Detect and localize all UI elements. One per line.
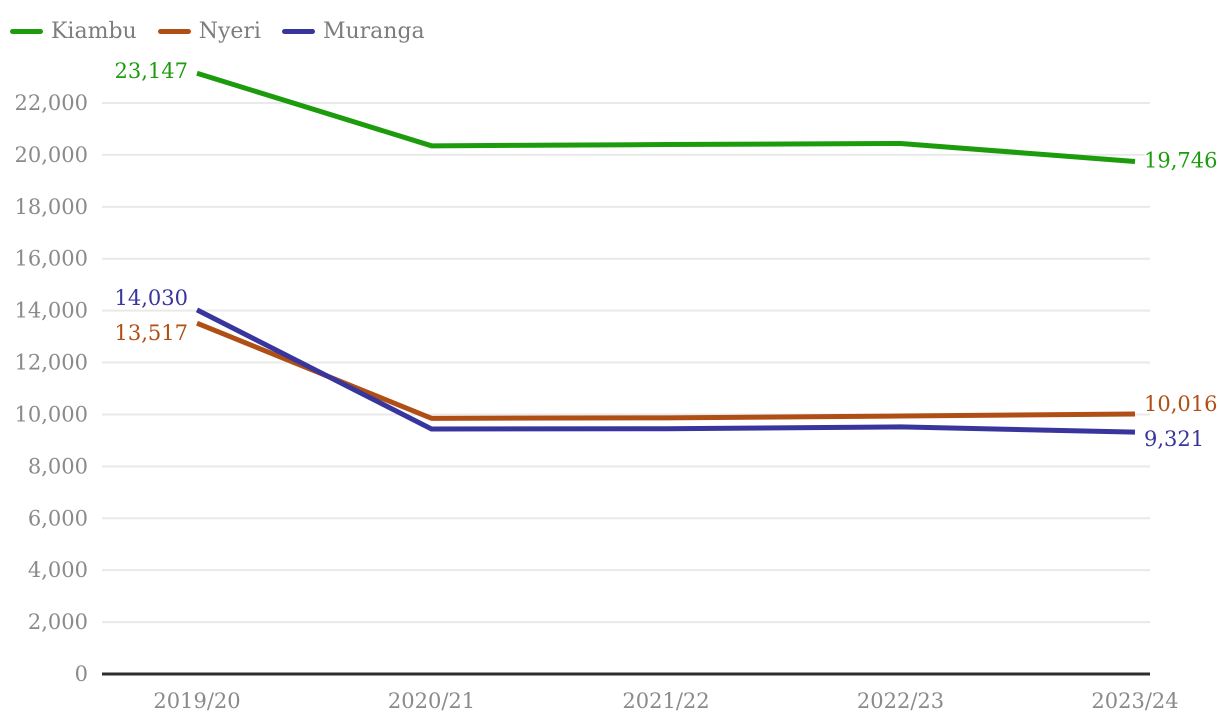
y-tick-label: 20,000 bbox=[15, 143, 88, 167]
y-tick-label: 22,000 bbox=[15, 91, 88, 115]
y-tick-label: 8,000 bbox=[28, 454, 88, 478]
x-tick-label: 2019/20 bbox=[153, 689, 240, 713]
legend-label: Muranga bbox=[322, 19, 425, 44]
y-tick-label: 12,000 bbox=[15, 351, 88, 375]
legend-swatch-icon bbox=[157, 29, 191, 34]
legend-item-nyeri: Nyeri bbox=[157, 19, 261, 44]
legend-label: Kiambu bbox=[51, 19, 137, 44]
x-tick-label: 2021/22 bbox=[622, 689, 709, 713]
series-line-kiambu bbox=[196, 70, 1136, 164]
series-line-muranga bbox=[195, 307, 1136, 435]
legend-label: Nyeri bbox=[198, 19, 261, 44]
legend-swatch-icon bbox=[281, 29, 315, 34]
end-value-label-kiambu: 19,746 bbox=[1144, 149, 1217, 173]
y-tick-label: 10,000 bbox=[15, 402, 88, 426]
x-tick-label: 2020/21 bbox=[388, 689, 475, 713]
series-line-nyeri bbox=[196, 320, 1136, 421]
start-value-label-kiambu: 23,147 bbox=[115, 59, 188, 83]
x-tick-label: 2023/24 bbox=[1091, 689, 1178, 713]
legend-item-kiambu: Kiambu bbox=[10, 19, 137, 44]
y-tick-label: 4,000 bbox=[28, 558, 88, 582]
legend-swatch-icon bbox=[10, 29, 43, 34]
y-tick-label: 2,000 bbox=[28, 610, 88, 634]
y-tick-label: 0 bbox=[75, 662, 88, 686]
y-tick-label: 14,000 bbox=[15, 299, 88, 323]
start-value-label-nyeri: 13,517 bbox=[115, 321, 188, 345]
y-tick-label: 16,000 bbox=[15, 247, 88, 271]
chart-legend: Kiambu Nyeri Muranga bbox=[10, 19, 446, 44]
x-tick-label: 2022/23 bbox=[857, 689, 944, 713]
y-tick-label: 18,000 bbox=[15, 195, 88, 219]
end-value-label-nyeri: 10,016 bbox=[1144, 392, 1217, 416]
start-value-label-muranga: 14,030 bbox=[115, 286, 188, 310]
legend-item-muranga: Muranga bbox=[281, 19, 425, 44]
end-value-label-muranga: 9,321 bbox=[1144, 427, 1204, 451]
y-tick-label: 6,000 bbox=[28, 506, 88, 530]
